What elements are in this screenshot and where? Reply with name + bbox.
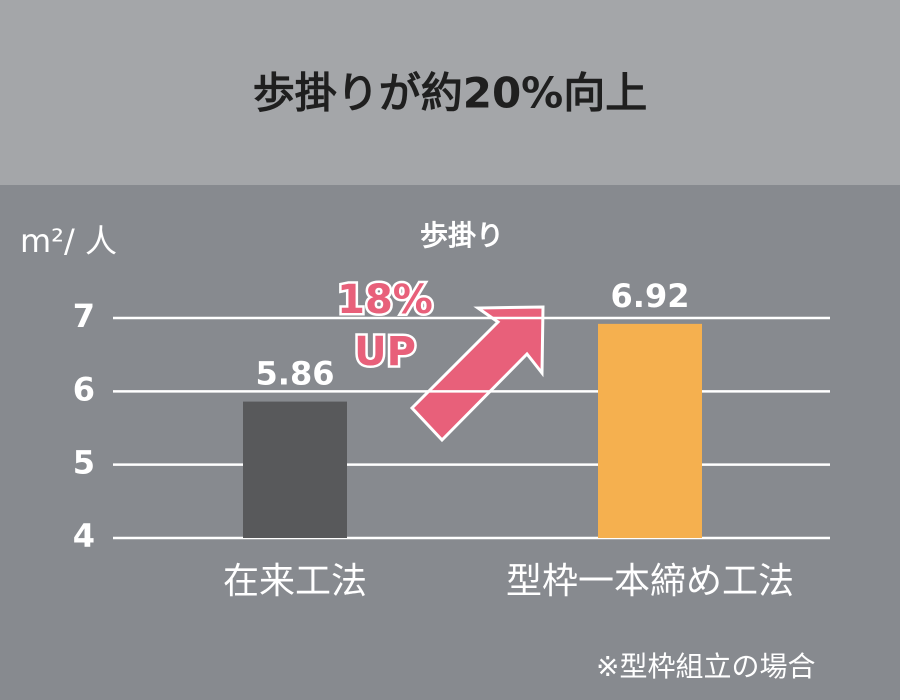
bar: [598, 323, 702, 538]
y-axis-label: m²/ 人: [20, 222, 117, 260]
y-tick-label: 5: [73, 444, 95, 482]
y-tick-label: 7: [73, 297, 95, 335]
annotation: UP: [354, 329, 416, 375]
value-label: 6.92: [611, 277, 690, 315]
title-band: [0, 0, 900, 185]
up-arrow: [409, 305, 545, 443]
x-tick-label: 在来工法: [223, 561, 367, 602]
chart-title: 歩掛りが約20%向上: [253, 69, 648, 118]
note: ※型枠組立の場合: [596, 650, 815, 683]
plot-background: [0, 185, 900, 700]
annotation: 18%: [337, 277, 433, 323]
bar: [243, 401, 347, 538]
x-tick-label: 型枠一本締め工法: [506, 561, 794, 602]
subtitle: 歩掛り: [420, 219, 504, 252]
value-label: 5.86: [256, 355, 335, 393]
y-tick-label: 4: [73, 517, 95, 555]
y-tick-label: 6: [73, 370, 95, 408]
